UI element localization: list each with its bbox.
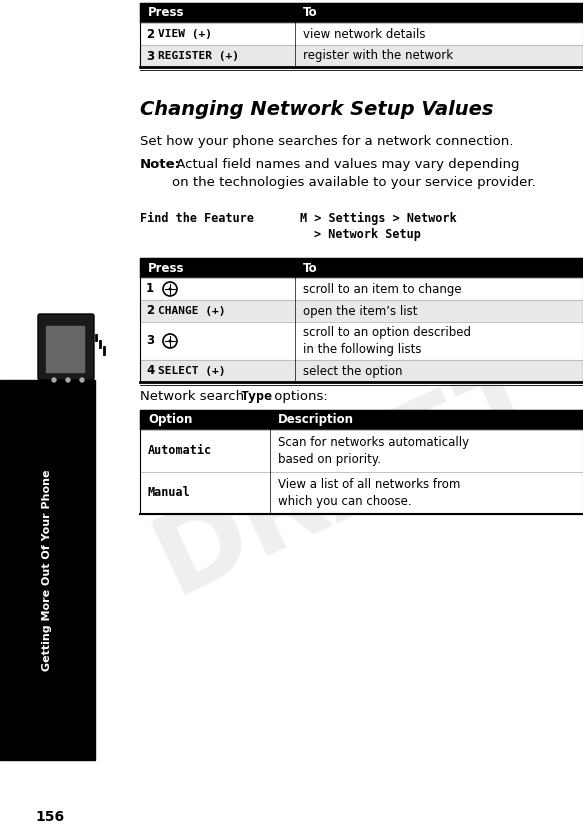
Text: Getting More Out Of Your Phone: Getting More Out Of Your Phone (43, 469, 52, 671)
Bar (0, 380, 95, 760)
Text: Actual field names and values may vary depending
on the technologies available t: Actual field names and values may vary d… (172, 158, 536, 189)
Text: To: To (303, 261, 318, 275)
Bar (140, 258, 583, 278)
Text: Automatic: Automatic (148, 444, 212, 458)
Text: View a list of all networks from
which you can choose.: View a list of all networks from which y… (278, 478, 461, 508)
Text: scroll to an option described
in the following lists: scroll to an option described in the fol… (303, 326, 471, 356)
Circle shape (80, 378, 84, 382)
Circle shape (168, 340, 171, 342)
Text: Changing Network Setup Values: Changing Network Setup Values (140, 100, 493, 119)
Text: Type: Type (240, 390, 272, 403)
Bar (140, 45, 583, 67)
Text: options:: options: (270, 390, 328, 403)
Text: Network search: Network search (140, 390, 248, 403)
Text: 4: 4 (146, 365, 154, 377)
Text: SELECT (+): SELECT (+) (158, 366, 226, 376)
Text: register with the network: register with the network (303, 49, 453, 63)
Text: To: To (303, 7, 318, 19)
Text: Note:: Note: (140, 158, 181, 171)
Text: DRAFT: DRAFT (139, 344, 561, 616)
Text: Description: Description (278, 413, 354, 427)
Bar (140, 472, 583, 514)
Circle shape (66, 378, 70, 382)
Bar (140, 430, 583, 472)
Bar (140, 300, 583, 322)
Text: Option: Option (148, 413, 192, 427)
Text: Manual: Manual (148, 487, 191, 499)
Text: view network details: view network details (303, 28, 426, 41)
Text: Find the Feature: Find the Feature (140, 212, 254, 225)
Text: VIEW (+): VIEW (+) (158, 29, 212, 39)
Circle shape (52, 378, 56, 382)
Text: select the option: select the option (303, 365, 402, 377)
Text: 3: 3 (146, 335, 154, 347)
Bar (140, 23, 583, 45)
Bar (140, 360, 583, 382)
Text: 156: 156 (35, 810, 64, 824)
Bar (140, 410, 583, 430)
Text: scroll to an item to change: scroll to an item to change (303, 282, 462, 296)
Text: M > Settings > Network: M > Settings > Network (300, 212, 456, 225)
Bar (140, 3, 583, 23)
Bar (46, 326, 84, 372)
Text: CHANGE (+): CHANGE (+) (158, 306, 226, 316)
Bar (140, 322, 583, 360)
FancyBboxPatch shape (38, 314, 94, 380)
Text: REGISTER (+): REGISTER (+) (158, 51, 239, 61)
Text: 3: 3 (146, 49, 154, 63)
Circle shape (168, 287, 171, 291)
Text: Press: Press (148, 261, 184, 275)
Text: > Network Setup: > Network Setup (314, 228, 421, 241)
Text: Press: Press (148, 7, 184, 19)
Text: 1: 1 (146, 282, 154, 296)
Text: Scan for networks automatically
based on priority.: Scan for networks automatically based on… (278, 436, 469, 466)
Text: open the item’s list: open the item’s list (303, 305, 417, 317)
Text: 2: 2 (146, 28, 154, 41)
Text: Set how your phone searches for a network connection.: Set how your phone searches for a networ… (140, 135, 514, 148)
Text: 2: 2 (146, 305, 154, 317)
Bar (140, 278, 583, 300)
